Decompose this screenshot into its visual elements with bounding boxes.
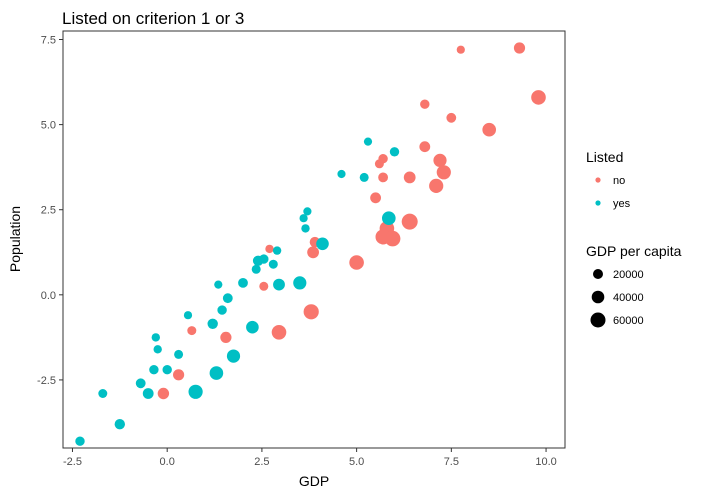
point-yes [135,378,146,389]
point-yes [259,254,269,264]
color-legend: Listed no yes [586,149,631,210]
point-yes [382,211,396,225]
point-yes [162,365,172,375]
point-yes [209,366,224,380]
point-yes [75,436,85,446]
y-tick-label: 0.0 [41,290,56,302]
legend-label-yes: yes [613,198,631,210]
x-tick-label: 10.0 [535,456,556,468]
point-yes [217,305,227,315]
x-axis-title: GDP [299,473,329,489]
y-tick-label: 2.5 [41,205,56,217]
point-yes [188,384,203,399]
point-yes [293,276,307,290]
point-yes [98,389,108,398]
point-yes [183,311,193,320]
point-no [384,230,401,247]
legend-label-no: no [613,175,625,187]
point-yes [174,349,184,359]
point-no [456,45,465,54]
point-yes [316,237,329,251]
y-tick-label: 7.5 [41,35,56,47]
size-legend-label-40000: 40000 [613,292,644,304]
size-legend-key-60000 [590,312,606,328]
point-no [259,281,269,291]
x-tick-label: 0.0 [160,456,175,468]
point-yes [238,278,248,288]
point-yes [207,318,218,329]
x-tick-label: 2.5 [254,456,269,468]
point-yes [299,214,308,223]
point-no [307,246,319,259]
size-legend-key-20000 [593,269,603,279]
point-no [436,165,451,180]
size-legend-label-60000: 60000 [613,315,644,327]
point-no [531,90,546,105]
x-tick-label: 7.5 [444,456,459,468]
x-tick-label: -2.5 [63,456,82,468]
point-no [378,172,388,183]
x-tick-label: 5.0 [349,456,364,468]
point-no [374,159,384,169]
point-no [220,331,232,343]
point-yes [303,207,312,216]
legend-key-yes [595,200,601,206]
point-no [370,192,381,204]
point-no [433,153,447,167]
point-yes [142,388,154,399]
point-no [173,369,185,381]
point-yes [359,172,369,182]
points-layer [75,42,546,446]
point-yes [363,137,373,146]
y-axis-title: Population [7,206,23,272]
point-yes [149,365,159,375]
y-tick-label: -2.5 [37,375,56,387]
point-yes [273,278,285,291]
color-legend-title: Listed [586,149,623,165]
size-legend-key-40000 [591,290,605,304]
point-yes [153,345,162,354]
point-yes [151,333,160,342]
point-yes [251,264,261,274]
point-no [303,304,319,320]
size-legend-title: GDP per capita [586,243,682,259]
point-no [429,178,444,193]
point-yes [301,224,310,233]
point-no [265,244,274,254]
legend-key-no [595,177,601,183]
x-axis: -2.5 0.0 2.5 5.0 7.5 10.0 [63,448,557,468]
point-yes [222,293,233,304]
size-legend-label-20000: 20000 [613,269,644,281]
point-no [349,255,364,270]
point-no [513,42,526,54]
point-yes [114,419,126,430]
point-no [157,387,170,400]
point-yes [246,320,259,334]
point-yes [389,147,400,157]
point-yes [214,280,223,289]
y-axis: -2.5 0.0 2.5 5.0 7.5 [37,35,63,387]
y-tick-label: 5.0 [41,120,56,132]
point-yes [337,169,346,179]
point-no [403,171,416,184]
point-yes [268,259,278,269]
point-no [446,112,457,123]
chart-title: Listed on criterion 1 or 3 [62,9,244,28]
point-no [271,325,287,340]
point-no [482,122,497,137]
point-no [401,213,418,230]
point-yes [272,246,282,255]
size-legend: GDP per capita 20000 40000 60000 [586,243,682,328]
point-no [187,326,197,336]
point-no [420,99,430,109]
point-no [419,141,431,153]
point-yes [226,349,241,363]
